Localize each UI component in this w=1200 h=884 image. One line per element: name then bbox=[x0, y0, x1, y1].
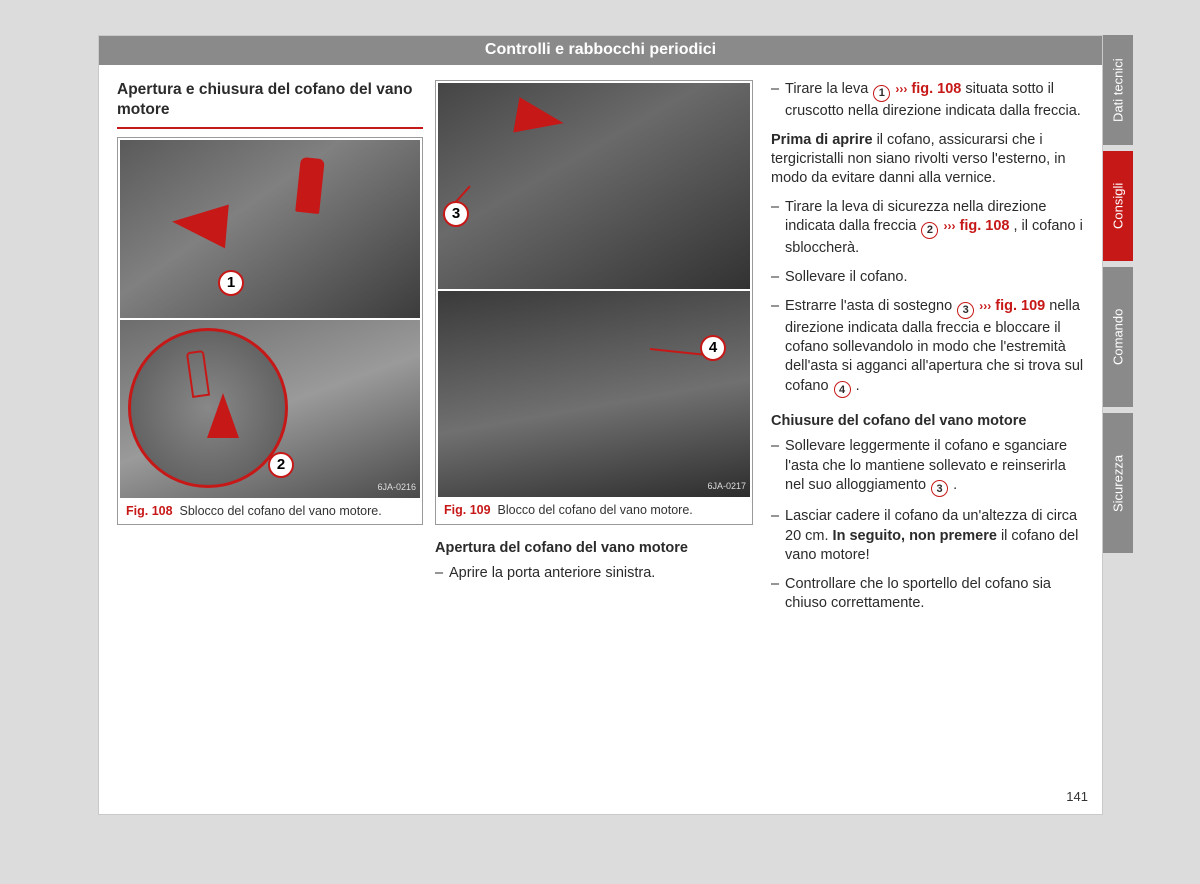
text: Tirare la leva bbox=[785, 81, 872, 97]
tab-consigli[interactable]: Consigli bbox=[1103, 151, 1133, 261]
arrow-up-icon bbox=[207, 393, 239, 438]
callout-4: 4 bbox=[700, 335, 726, 361]
text: . bbox=[856, 378, 860, 394]
step-pull-lever: Tirare la leva 1 ››› fig. 108 situata so… bbox=[771, 80, 1089, 121]
tab-label: Sicurezza bbox=[1111, 454, 1126, 511]
figure-109-box: 3 4 6JA-0217 Fig. 109 Blocco del cofano … bbox=[435, 80, 753, 525]
step-drop-bonnet: Lasciar cadere il cofano da un'altezza d… bbox=[771, 507, 1089, 564]
callout-4-label: 4 bbox=[709, 338, 717, 358]
text: Sollevare il cofano. bbox=[785, 269, 908, 285]
step-open-door-text: Aprire la porta anteriore sinistra. bbox=[449, 565, 655, 581]
image-ref-tag-2: 6JA-0217 bbox=[707, 481, 746, 493]
xref-fig108: fig. 108 bbox=[911, 81, 961, 97]
do-not-press: In seguito, non premere bbox=[833, 528, 997, 544]
xref-fig109: fig. 109 bbox=[995, 298, 1045, 314]
tab-comando[interactable]: Comando bbox=[1103, 267, 1133, 407]
inline-callout-3b: 3 bbox=[931, 480, 948, 497]
xref-arrow-icon: ››› bbox=[895, 82, 907, 96]
close-bonnet-heading: Chiusure del cofano del vano motore bbox=[771, 412, 1089, 431]
figure-109-label: Fig. 109 bbox=[444, 503, 491, 517]
wiper-warning-lead: Prima di aprire bbox=[771, 132, 873, 148]
safety-catch-illustration bbox=[186, 350, 210, 398]
column-2: 3 4 6JA-0217 Fig. 109 Blocco del cofano … bbox=[435, 80, 753, 593]
figure-109-caption-text: Blocco del cofano del vano motore. bbox=[498, 503, 693, 517]
figure-108-box: 1 2 6JA-0216 Fig. 108 Sblocco del cofano… bbox=[117, 137, 423, 526]
manual-page: Controlli e rabbocchi periodici Apertura… bbox=[98, 35, 1103, 815]
step-open-door: Aprire la porta anteriore sinistra. bbox=[435, 564, 753, 583]
tab-dati-tecnici[interactable]: Dati tecnici bbox=[1103, 35, 1133, 145]
figure-108-top-image: 1 bbox=[120, 140, 420, 318]
callout-4-line bbox=[650, 348, 706, 355]
figure-108-bottom-image: 2 6JA-0216 bbox=[120, 320, 420, 498]
step-unhook-rod: Sollevare leggermente il cofano e sganci… bbox=[771, 437, 1089, 497]
page-number: 141 bbox=[1066, 789, 1088, 804]
figure-109-caption: Fig. 109 Blocco del cofano del vano moto… bbox=[438, 497, 750, 520]
figure-108-caption-text: Sblocco del cofano del vano motore. bbox=[180, 504, 382, 518]
text: Sollevare leggermente il cofano e sganci… bbox=[785, 438, 1067, 492]
arrow-left-icon bbox=[170, 200, 229, 249]
step-check-closed: Controllare che lo sportello del cofano … bbox=[771, 575, 1089, 613]
wiper-warning: Prima di aprire il cofano, assicurarsi c… bbox=[771, 131, 1089, 188]
callout-3-label: 3 bbox=[452, 204, 460, 224]
side-tabs: Dati tecnici Consigli Comando Sicurezza bbox=[1103, 35, 1133, 559]
tab-label: Comando bbox=[1111, 309, 1126, 365]
inline-callout-1: 1 bbox=[873, 85, 890, 102]
column-1: Apertura e chiusura del cofano del vano … bbox=[117, 80, 423, 533]
callout-1-label: 1 bbox=[227, 273, 235, 293]
page-header-title: Controlli e rabbocchi periodici bbox=[485, 41, 716, 58]
callout-3: 3 bbox=[443, 201, 469, 227]
tab-label: Consigli bbox=[1111, 183, 1126, 229]
text: . bbox=[953, 477, 957, 493]
xref-arrow-icon: ››› bbox=[943, 219, 955, 233]
inline-callout-4: 4 bbox=[834, 381, 851, 398]
open-bonnet-heading: Apertura del cofano del vano motore bbox=[435, 539, 753, 558]
tab-sicurezza[interactable]: Sicurezza bbox=[1103, 413, 1133, 553]
text: Controllare che lo sportello del cofano … bbox=[785, 576, 1051, 611]
zoom-circle bbox=[128, 328, 288, 488]
arrow-right-icon bbox=[513, 97, 567, 141]
callout-1: 1 bbox=[218, 270, 244, 296]
xref-arrow-icon: ››› bbox=[979, 299, 991, 313]
figure-108-caption: Fig. 108 Sblocco del cofano del vano mot… bbox=[120, 498, 420, 521]
column-3: Tirare la leva 1 ››› fig. 108 situata so… bbox=[771, 80, 1089, 623]
tab-label: Dati tecnici bbox=[1111, 58, 1126, 122]
section-title: Apertura e chiusura del cofano del vano … bbox=[117, 80, 423, 129]
figure-109-bottom-image: 4 6JA-0217 bbox=[438, 291, 750, 497]
page-header: Controlli e rabbocchi periodici bbox=[99, 36, 1102, 65]
xref-fig108-2: fig. 108 bbox=[959, 218, 1009, 234]
step-safety-lever: Tirare la leva di sicurezza nella direzi… bbox=[771, 198, 1089, 258]
inline-callout-2: 2 bbox=[921, 222, 938, 239]
step-lift-bonnet: Sollevare il cofano. bbox=[771, 268, 1089, 287]
image-ref-tag: 6JA-0216 bbox=[377, 482, 416, 494]
step-prop-rod: Estrarre l'asta di sostegno 3 ››› fig. 1… bbox=[771, 297, 1089, 398]
text: Estrarre l'asta di sostegno bbox=[785, 298, 956, 314]
figure-109-top-image: 3 bbox=[438, 83, 750, 289]
callout-2-label: 2 bbox=[277, 455, 285, 475]
callout-2: 2 bbox=[268, 452, 294, 478]
figure-108-label: Fig. 108 bbox=[126, 504, 173, 518]
inline-callout-3: 3 bbox=[957, 302, 974, 319]
release-lever-illustration bbox=[295, 157, 325, 214]
